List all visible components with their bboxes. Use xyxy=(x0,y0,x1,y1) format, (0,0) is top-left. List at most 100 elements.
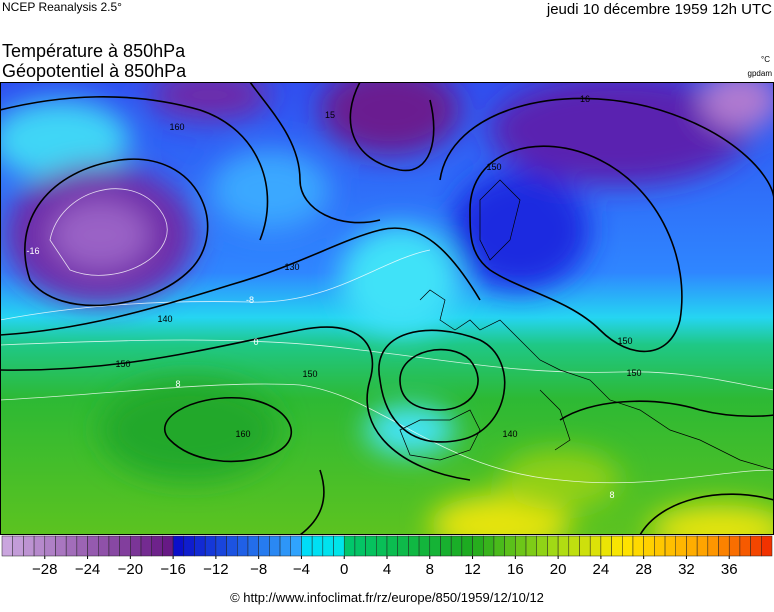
colorbar-cell xyxy=(269,535,281,557)
colorbar-cell xyxy=(504,535,516,557)
colorbar-tick-label: −16 xyxy=(160,561,185,578)
coastlines xyxy=(399,179,774,471)
colorbar-cell xyxy=(194,535,206,557)
colorbar-cell xyxy=(44,535,56,557)
colorbar-tick-label: −12 xyxy=(203,561,228,578)
colorbar-cell xyxy=(761,535,773,557)
colorbar-cell xyxy=(311,535,324,557)
title-geopotential: Géopotentiel à 850hPa xyxy=(2,61,187,81)
colorbar-cell xyxy=(472,535,484,557)
colorbar-cell xyxy=(183,535,195,557)
colorbar-cell xyxy=(450,535,463,557)
colorbar-cell xyxy=(386,535,398,557)
colorbar-cell xyxy=(664,535,676,557)
colorbar-tick-label: 12 xyxy=(464,561,481,578)
date-label: jeudi 10 décembre 1959 12h UTC xyxy=(546,1,772,18)
colorbar-tick-label: −8 xyxy=(250,561,267,578)
contour-label: 150 xyxy=(626,368,641,378)
colorbar-cell xyxy=(728,535,741,557)
colorbar-cell xyxy=(204,535,217,557)
unit-geopotential: gpdam xyxy=(748,69,773,78)
contour-label: -8 xyxy=(246,295,254,305)
colorbar-cell xyxy=(279,535,291,557)
colorbar-cell xyxy=(172,535,185,557)
colorbar-cell xyxy=(750,535,762,557)
colorbar-tick-label: 16 xyxy=(507,561,524,578)
colorbar-cell xyxy=(718,535,730,557)
contour-label: 150 xyxy=(115,359,130,369)
colorbar-cell xyxy=(140,535,152,557)
contour-label: 8 xyxy=(175,379,180,389)
colorbar-cell xyxy=(461,535,473,557)
contour-label: 150 xyxy=(617,336,632,346)
contour-label: 0 xyxy=(253,337,258,347)
colorbar-cell xyxy=(622,535,634,557)
colorbar-cell xyxy=(376,535,388,557)
colorbar-cell xyxy=(247,535,259,557)
colorbar-cell xyxy=(162,535,174,557)
colorbar-cell xyxy=(343,535,356,557)
colorbar-cell xyxy=(408,535,420,557)
contour-labels: 160 15 16 150 130 140 150 150 150 150 140 160 -8 0 8 -1… xyxy=(26,94,641,500)
colorbar-cell xyxy=(322,535,334,557)
colorbar-cell xyxy=(215,535,227,557)
colorbar-cell xyxy=(568,535,580,557)
colorbar-cell xyxy=(429,535,441,557)
colorbar-cell xyxy=(65,535,78,557)
contour-label: 150 xyxy=(302,369,317,379)
footer: © http://www.infoclimat.fr/rz/europe/850… xyxy=(230,590,544,605)
colorbar-cell xyxy=(632,535,644,557)
colorbar-cell xyxy=(119,535,131,557)
colorbar-cell xyxy=(130,535,142,557)
colorbar-tick-label: 20 xyxy=(550,561,567,578)
colorbar-cell xyxy=(707,535,719,557)
colorbar-cell xyxy=(525,535,537,557)
colorbar-cell xyxy=(365,535,377,557)
colorbar-cell xyxy=(258,535,270,557)
colorbar-cell xyxy=(589,535,602,557)
colorbar-tick-label: −4 xyxy=(293,561,310,578)
colorbar-tick-label: −20 xyxy=(118,561,143,578)
colorbar-cell xyxy=(108,535,120,557)
colorbar-cell xyxy=(397,535,409,557)
contour-label: 16 xyxy=(580,94,590,104)
colorbar-cell xyxy=(301,535,313,557)
colorbar-cell xyxy=(333,535,345,557)
colorbar-cell xyxy=(87,535,99,557)
colorbar-cell xyxy=(418,535,431,557)
colorbar: −28 −24 −20 −16 −12 −8 −4 0 4 8 12 16 20 24 28 32 36 xyxy=(1,535,773,578)
colorbar-cell xyxy=(536,535,548,557)
colorbar-cell xyxy=(55,535,67,557)
contour-label: 150 xyxy=(486,162,501,172)
colorbar-cell xyxy=(643,535,655,557)
contour-label: 160 xyxy=(169,122,184,132)
contour-label: 8 xyxy=(609,490,614,500)
colorbar-cell xyxy=(237,535,249,557)
colorbar-cell xyxy=(12,535,24,557)
map xyxy=(0,82,774,535)
colorbar-cell xyxy=(515,535,527,557)
contour-label: 15 xyxy=(325,110,335,120)
colorbar-tick-label: 32 xyxy=(678,561,695,578)
colorbar-cell xyxy=(686,535,698,557)
colorbar-tick-label: 24 xyxy=(593,561,610,578)
colorbar-tick-label: 36 xyxy=(721,561,738,578)
contour-label: -16 xyxy=(26,246,39,256)
colorbar-cell xyxy=(557,535,570,557)
contour-label: 140 xyxy=(157,314,172,324)
contour-label: 140 xyxy=(502,429,517,439)
contour-label: 130 xyxy=(284,262,299,272)
colorbar-cell xyxy=(493,535,505,557)
colorbar-tick-label: 0 xyxy=(340,561,348,578)
temperature-blobs xyxy=(0,82,774,535)
colorbar-cell xyxy=(1,535,13,557)
unit-temperature: °C xyxy=(761,55,770,64)
colorbar-cell xyxy=(696,535,709,557)
source-label: NCEP Reanalysis 2.5° xyxy=(2,0,122,14)
contour-label: 160 xyxy=(235,429,250,439)
colorbar-cell xyxy=(483,535,495,557)
geopotential-contours xyxy=(0,82,774,535)
colorbar-cell xyxy=(579,535,591,557)
